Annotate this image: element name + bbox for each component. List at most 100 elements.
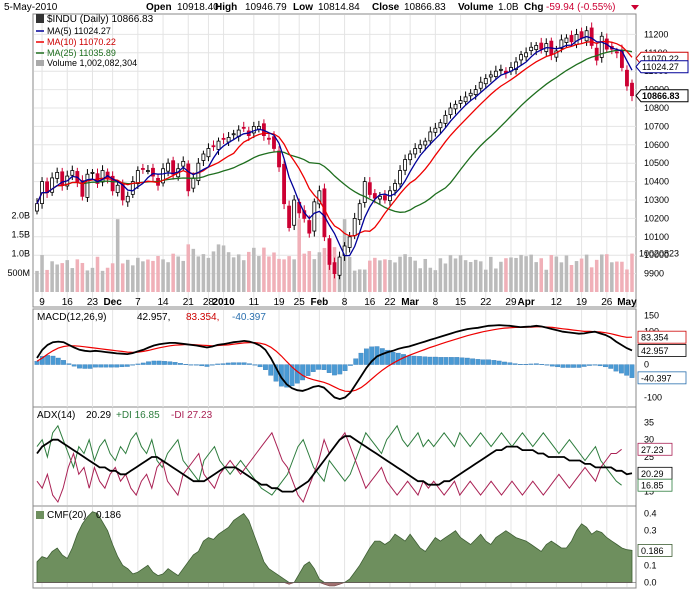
- price-tag: [635, 89, 689, 103]
- candle-body: [337, 256, 342, 276]
- volume-bar: [463, 260, 468, 292]
- macd-histogram-bar: [603, 364, 608, 368]
- volume-bar: [292, 259, 296, 292]
- volume-bar: [196, 256, 201, 292]
- ma5-line: [36, 35, 633, 257]
- candle-body: [569, 35, 574, 43]
- macd-legend-v1: 42.957,: [137, 312, 170, 323]
- header-open-label: Open: [146, 2, 172, 13]
- macd-histogram-bar: [369, 346, 375, 365]
- macd-histogram-bar: [565, 364, 571, 368]
- volume-bar: [403, 254, 407, 292]
- candle-body: [206, 148, 211, 158]
- volume-bar: [398, 256, 402, 292]
- candle-body: [135, 170, 140, 185]
- macd-histogram-bar: [613, 364, 619, 372]
- volume-bar: [605, 254, 609, 292]
- candle-body: [191, 177, 196, 189]
- volume-bar: [529, 254, 533, 292]
- macd-histogram-bar: [576, 364, 582, 368]
- volume-bar: [489, 256, 493, 292]
- x-tick-label: 16: [364, 297, 376, 308]
- macd-histogram-bar: [337, 364, 343, 375]
- macd-histogram-bar: [560, 364, 566, 368]
- price-tag-label: 11024.27: [642, 62, 679, 72]
- candle-body: [100, 170, 105, 183]
- volume-bar: [206, 257, 211, 292]
- macd-histogram-bar: [571, 364, 576, 368]
- macd-histogram-bar: [480, 359, 486, 365]
- candle-body: [418, 144, 423, 149]
- x-tick-label: May: [617, 297, 637, 308]
- macd-histogram-bar: [114, 364, 120, 368]
- macd-line: [36, 324, 633, 401]
- price-y-tick-label: 10400: [644, 177, 669, 187]
- macd-histogram-bar: [390, 351, 396, 365]
- macd-histogram-bar: [82, 364, 88, 369]
- volume-bar: [473, 259, 478, 292]
- candle-body: [161, 168, 165, 184]
- volume-bar: [579, 258, 584, 292]
- candle-body: [443, 114, 448, 124]
- volume-bar: [514, 257, 518, 292]
- macd-histogram-bar: [103, 364, 109, 368]
- cmf-tag: [637, 544, 673, 557]
- adx-line: [36, 435, 633, 493]
- price-tag: [635, 60, 689, 74]
- cmf-tag-label: 0.186: [641, 546, 664, 556]
- macd-histogram-bar: [231, 362, 236, 365]
- macd-histogram-bar: [77, 364, 82, 369]
- volume-bar: [554, 256, 559, 292]
- macd-histogram-bar: [401, 354, 406, 365]
- candle-body: [251, 126, 256, 134]
- candle-body: [468, 92, 473, 97]
- volume-bar: [231, 257, 236, 292]
- candle-body: [478, 81, 483, 89]
- adx-legend-v2: +DI 16.85: [116, 410, 160, 421]
- macd-histogram-bar: [438, 357, 444, 365]
- price-tag-label: 11070.22: [642, 54, 679, 64]
- cmf-y-tick-label: 0.0: [644, 578, 657, 588]
- volume-bar: [524, 256, 528, 292]
- candle-body: [332, 262, 337, 275]
- volume-bar: [90, 267, 95, 292]
- volume-bar: [499, 261, 503, 292]
- x-tick-label: 8: [433, 297, 439, 308]
- macd-histogram-bar: [629, 364, 635, 378]
- x-tick-label: Mar: [401, 297, 419, 308]
- macd-histogram-bar: [395, 352, 401, 365]
- header-close-label: Close: [372, 2, 400, 13]
- macd-histogram-bar: [353, 358, 359, 365]
- volume-bar: [589, 267, 594, 292]
- volume-bar: [569, 264, 574, 292]
- volume-bar: [544, 269, 549, 292]
- macd-histogram-bar: [587, 364, 592, 366]
- macd-histogram-bar: [215, 363, 221, 365]
- macd-histogram-bar: [193, 364, 199, 366]
- candle-body: [322, 188, 327, 238]
- macd-legend-name: MACD(12,26,9): [37, 312, 106, 323]
- cmf-layer: [34, 511, 636, 587]
- x-tick-label: Apr: [517, 297, 534, 308]
- volume-bar: [317, 252, 322, 292]
- macd-histogram-bar: [34, 361, 40, 365]
- candle-body: [463, 96, 468, 103]
- x-tick-label: 15: [455, 297, 467, 308]
- volume-bar: [302, 253, 307, 292]
- macd-histogram-bar: [332, 364, 337, 376]
- volume-tick-label: 1.0B: [11, 249, 30, 259]
- volume-bar: [252, 247, 256, 292]
- volume-bar: [201, 254, 206, 292]
- legend-candle-icon: [36, 14, 44, 23]
- adx-legend-v3: -DI 27.23: [171, 410, 213, 421]
- macd-histogram-bar: [162, 361, 167, 365]
- volume-bar: [362, 269, 367, 292]
- candle-body: [539, 42, 544, 50]
- volume-bar: [352, 270, 357, 292]
- macd-histogram-bar: [316, 364, 321, 370]
- candle-body: [317, 190, 322, 205]
- macd-tag: [637, 371, 687, 385]
- adx-tag-label: 20.29: [641, 469, 664, 479]
- candle-body: [125, 195, 130, 203]
- price-y-tick-label: 10300: [644, 195, 669, 205]
